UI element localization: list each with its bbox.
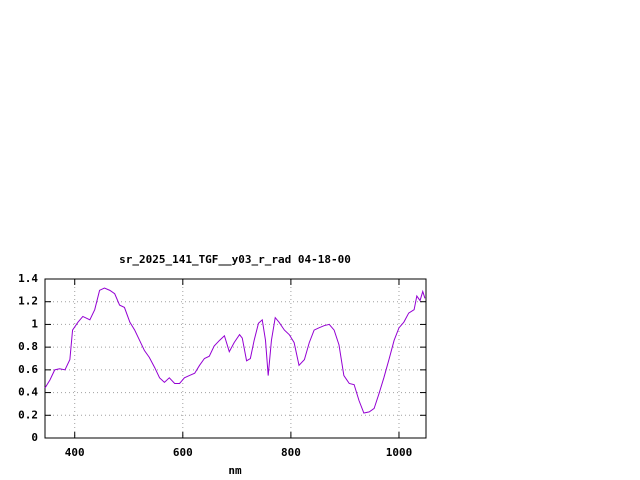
x-tick-label: 800: [281, 446, 301, 459]
x-axis-label: nm: [228, 464, 242, 477]
y-tick-label: 0.2: [18, 408, 38, 421]
plot-frame: [44, 278, 427, 439]
y-tick-label: 0.8: [18, 340, 38, 353]
y-tick-label: 1.4: [18, 272, 38, 285]
y-tick-label: 0.6: [18, 363, 38, 376]
chart-title: sr_2025_141_TGF__y03_r_rad 04-18-00: [119, 253, 351, 266]
y-tick-label: 0: [31, 431, 38, 444]
data-line: [44, 287, 426, 414]
y-tick-label: 1.2: [18, 295, 38, 308]
x-tick-label: 1000: [386, 446, 413, 459]
x-tick-label: 600: [173, 446, 193, 459]
y-tick-label: 1: [31, 317, 38, 330]
y-tick-label: 0.4: [18, 386, 38, 399]
x-tick-label: 400: [65, 446, 85, 459]
